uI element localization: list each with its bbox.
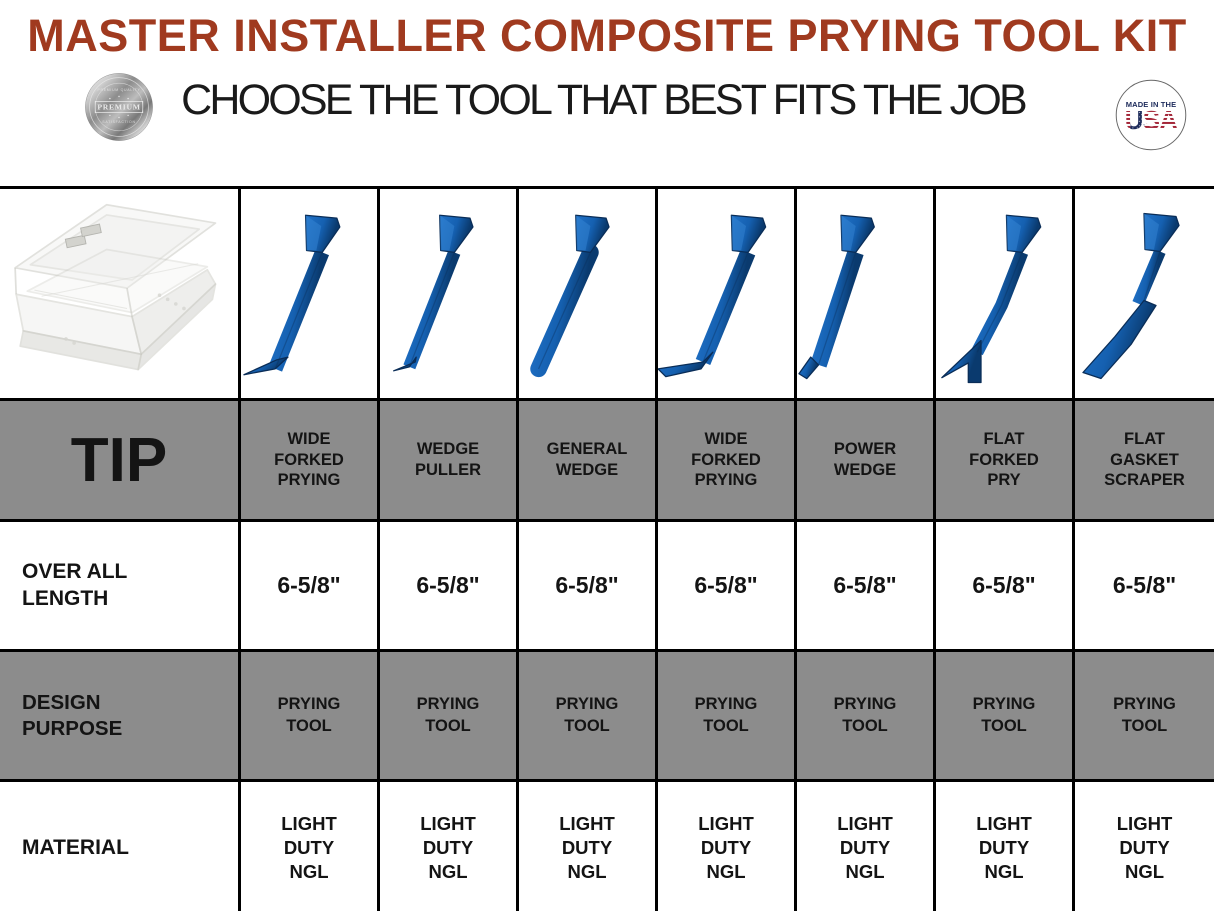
svg-text:SATISFACTION: SATISFACTION [102,120,135,124]
svg-text:PREMIUM QUALITY: PREMIUM QUALITY [98,88,141,92]
svg-text:MADE IN THE: MADE IN THE [1126,100,1177,109]
svg-text:PREMIUM: PREMIUM [97,102,140,111]
